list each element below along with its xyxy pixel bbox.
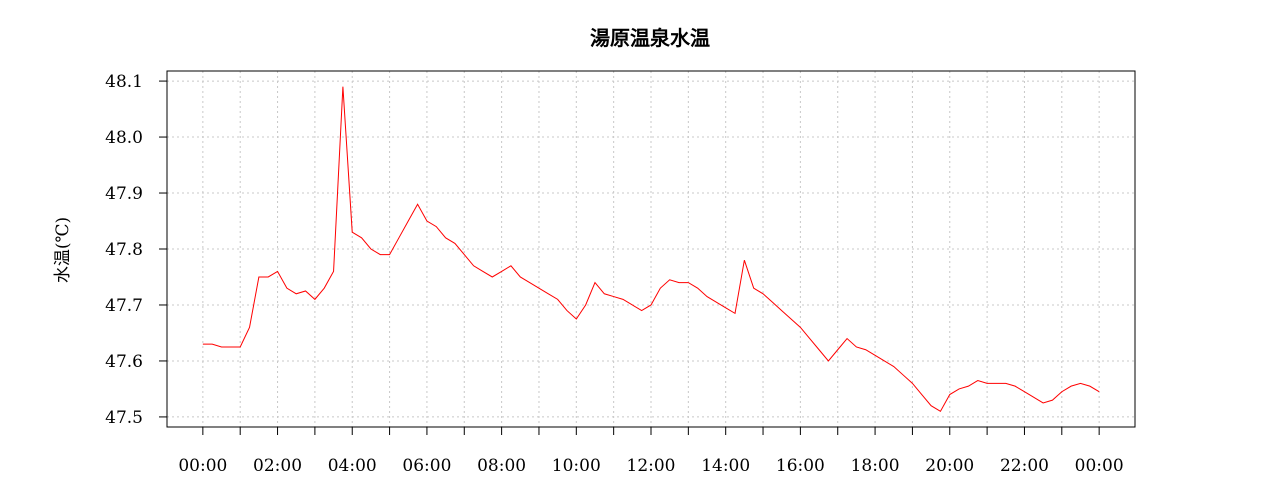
y-tick-label: 47.8 [105,240,143,260]
x-tick-label: 00:00 [1075,456,1124,476]
x-tick-label: 16:00 [776,456,825,476]
data-line [202,86,1100,413]
x-tick-label: 18:00 [851,456,900,476]
y-tick-label: 48.0 [105,128,143,148]
x-tick-label: 10:00 [552,456,601,476]
chart-title: 湯原温泉水温 [590,26,710,50]
x-tick-label: 22:00 [1000,456,1049,476]
y-tick-label: 47.6 [105,352,143,372]
x-tick-label: 04:00 [328,456,377,476]
x-tick-label: 14:00 [701,456,750,476]
y-tick-label: 47.7 [105,296,143,316]
x-tick-label: 02:00 [253,456,302,476]
x-tick-label: 20:00 [925,456,974,476]
x-tick-label: 00:00 [178,456,227,476]
y-tick-label: 48.1 [105,72,143,92]
y-tick-label: 47.5 [105,408,143,428]
y-axis-label: 水温(℃) [53,217,73,283]
y-tick-label: 47.9 [105,184,143,204]
x-tick-label: 08:00 [477,456,526,476]
plot-frame [166,70,1136,428]
x-tick-label: 12:00 [627,456,676,476]
x-tick-label: 06:00 [402,456,451,476]
